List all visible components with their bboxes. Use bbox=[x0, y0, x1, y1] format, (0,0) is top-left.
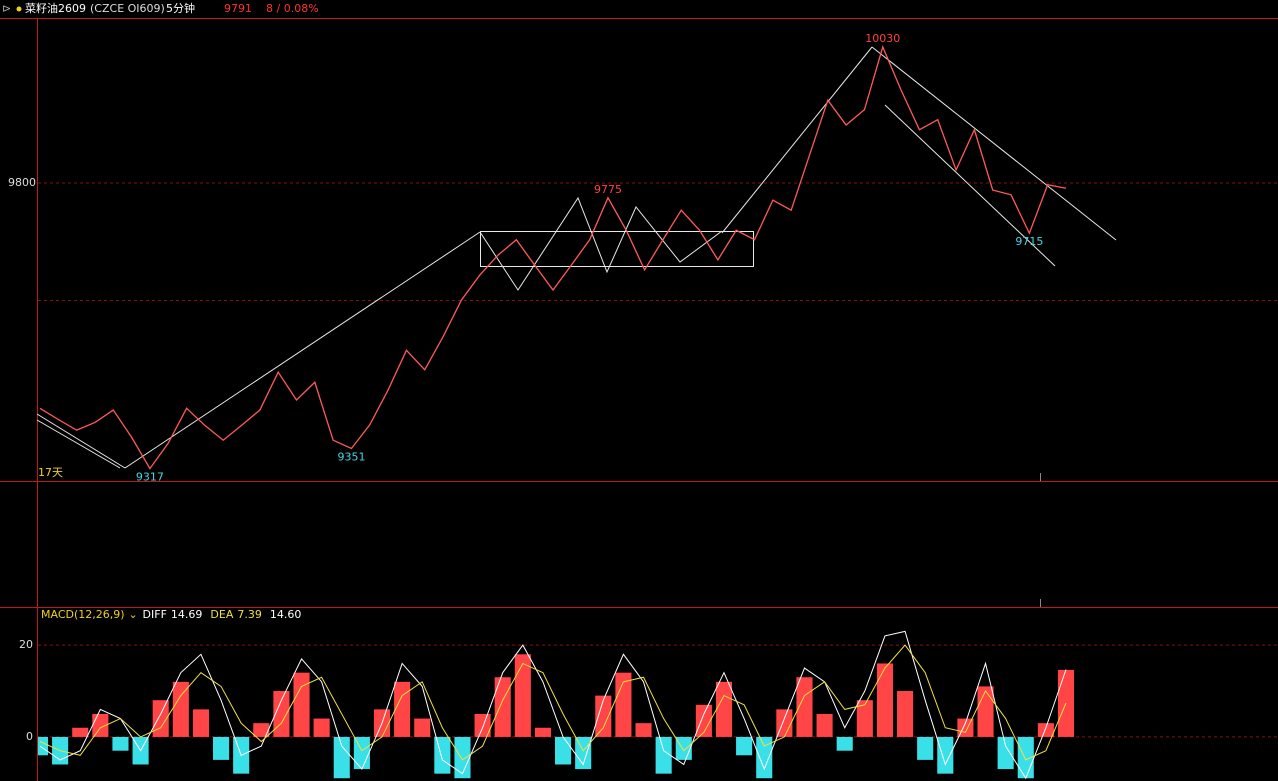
macd-bar bbox=[555, 736, 572, 765]
macd-bar bbox=[655, 736, 672, 774]
macd-bar bbox=[353, 736, 370, 770]
macd-bar bbox=[313, 718, 330, 737]
legend-name: DIFF bbox=[143, 608, 167, 621]
macd-bar bbox=[595, 695, 612, 737]
macd-bar bbox=[776, 709, 793, 737]
macd-bar bbox=[937, 736, 954, 774]
drawings bbox=[36, 46, 1117, 469]
macd-bar bbox=[152, 700, 169, 737]
macd-bar bbox=[394, 681, 411, 737]
macd-bar bbox=[796, 677, 813, 737]
macd-bar bbox=[856, 700, 873, 737]
price-change: 8 / 0.08% bbox=[266, 2, 319, 15]
macd-bar bbox=[253, 723, 270, 737]
macd-bar bbox=[414, 718, 431, 737]
period-label: 17天 bbox=[38, 466, 63, 479]
legend-value: 14.60 bbox=[270, 608, 302, 621]
macd-bar bbox=[1037, 723, 1054, 737]
macd-bar bbox=[917, 736, 934, 760]
legend-name: DEA bbox=[210, 608, 233, 621]
price-series bbox=[39, 45, 1067, 470]
macd-bar bbox=[816, 713, 833, 737]
macd-bar bbox=[635, 723, 652, 737]
macd-line bbox=[39, 644, 1067, 761]
macd-bar bbox=[876, 663, 893, 737]
y-tick-label: 0 bbox=[26, 730, 33, 743]
macd-bar bbox=[514, 654, 531, 737]
macd-bar bbox=[756, 736, 773, 779]
y-tick-label: 20 bbox=[19, 638, 33, 651]
macd-bar bbox=[333, 736, 350, 779]
macd-bar bbox=[72, 727, 89, 737]
extreme-label: 9317 bbox=[136, 471, 164, 484]
indicator-menu[interactable]: ⌄ bbox=[129, 608, 138, 621]
macd-bar bbox=[615, 672, 632, 737]
macd-bar bbox=[997, 736, 1014, 770]
macd-bar bbox=[977, 686, 994, 737]
macd-bar bbox=[575, 736, 592, 770]
macd-bar bbox=[112, 736, 129, 751]
macd-bar bbox=[534, 727, 551, 737]
extreme-label: 9715 bbox=[1015, 235, 1043, 248]
macd-series bbox=[38, 630, 1075, 780]
macd-bar bbox=[293, 672, 310, 737]
macd-bar bbox=[434, 736, 451, 774]
extreme-label: 10030 bbox=[865, 32, 900, 45]
legend-value: 7.39 bbox=[237, 608, 262, 621]
extreme-label: 9351 bbox=[337, 450, 365, 463]
macd-bar bbox=[92, 713, 109, 737]
macd-bar bbox=[836, 736, 853, 751]
macd-bar bbox=[715, 681, 733, 737]
instrument-name: 菜籽油2609 bbox=[25, 1, 86, 15]
last-price: 9791 bbox=[224, 2, 252, 15]
macd-bar bbox=[675, 736, 692, 760]
macd-bar bbox=[695, 704, 712, 737]
macd-bar bbox=[736, 736, 753, 756]
menu-icon[interactable]: ⊳ bbox=[2, 2, 11, 15]
macd-bar bbox=[897, 691, 914, 737]
macd-bar bbox=[494, 677, 511, 737]
period[interactable]: 5分钟 bbox=[166, 1, 195, 15]
macd-bar bbox=[172, 681, 189, 737]
macd-bar bbox=[192, 709, 209, 737]
macd-bar bbox=[474, 713, 491, 737]
macd-bar bbox=[454, 736, 471, 779]
macd-bar bbox=[38, 736, 49, 756]
bullet bbox=[16, 6, 22, 12]
legend-value: 14.69 bbox=[171, 608, 203, 621]
macd-line bbox=[39, 630, 1067, 780]
indicator-title: MACD(12,26,9) bbox=[41, 608, 125, 621]
instrument-code: (CZCE OI609) bbox=[90, 2, 165, 15]
macd-bar bbox=[273, 691, 290, 737]
y-tick-label: 9800 bbox=[8, 176, 36, 189]
macd-bar bbox=[213, 736, 230, 760]
frame bbox=[0, 18, 1278, 781]
extreme-label: 9775 bbox=[594, 183, 622, 196]
price-line bbox=[39, 45, 1067, 470]
